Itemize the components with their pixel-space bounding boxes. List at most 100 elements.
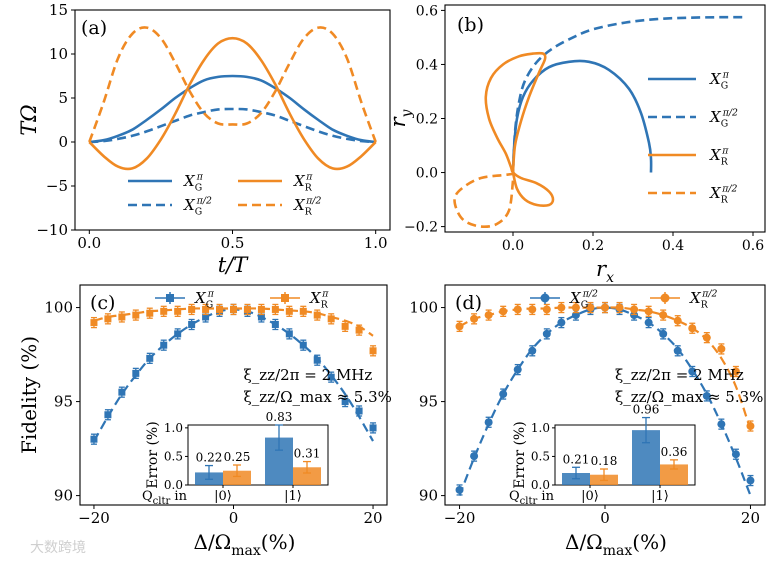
data-point xyxy=(673,346,682,355)
data-point xyxy=(118,313,126,321)
y-tick-label: 0.0 xyxy=(416,166,438,182)
y-tick-label: 10 xyxy=(49,45,68,63)
data-point xyxy=(299,341,307,349)
data-point xyxy=(90,435,98,443)
legend-label: XGπ xyxy=(183,172,204,194)
y-tick-label: 90 xyxy=(419,487,438,505)
data-point xyxy=(271,305,279,313)
legend-label: XRπ xyxy=(309,289,329,311)
legend-label: XRπ xyxy=(293,172,313,194)
data-point xyxy=(132,311,140,319)
data-point xyxy=(746,476,755,485)
x-tick-label: 0.5 xyxy=(221,234,245,252)
data-point xyxy=(299,307,307,315)
data-point xyxy=(271,320,279,328)
data-point xyxy=(688,367,697,376)
data-point xyxy=(257,313,265,321)
data-point xyxy=(327,315,335,323)
data-point xyxy=(174,330,182,338)
data-point xyxy=(644,318,653,327)
y-tick-label: 95 xyxy=(419,393,438,411)
data-point xyxy=(470,452,479,461)
x-tick-label: 1.0 xyxy=(364,234,388,252)
data-point xyxy=(243,305,251,313)
y-axis-label: Fidelity (%) xyxy=(17,336,41,454)
data-point xyxy=(257,305,265,313)
inset-value-label: 0.31 xyxy=(294,447,321,461)
x-axis-label: rx xyxy=(596,257,614,286)
data-point xyxy=(146,354,154,362)
data-point xyxy=(717,420,726,429)
data-point xyxy=(118,388,126,396)
inset-y-tick-label: 0.0 xyxy=(164,478,183,492)
y-tick-label: 0.2 xyxy=(416,112,438,128)
data-point xyxy=(688,324,697,333)
data-point xyxy=(513,305,522,314)
data-point xyxy=(160,307,168,315)
y-tick-label: 0.6 xyxy=(416,3,438,19)
data-point xyxy=(202,305,210,313)
x-tick-label: 0.4 xyxy=(662,238,684,254)
data-point xyxy=(484,418,493,427)
x-tick-label: −20 xyxy=(444,509,476,527)
data-point xyxy=(369,347,377,355)
x-tick-label: 0.2 xyxy=(582,238,604,254)
y-tick-label: 100 xyxy=(44,299,73,317)
panel-c: −200209095100(c)Δ/Ω(%)Δ/Ωmax(%)Fidelity … xyxy=(17,284,392,559)
panel-label: (d) xyxy=(455,292,482,314)
series-line-orange-dashed xyxy=(453,171,516,229)
panel-a-frame xyxy=(74,9,391,231)
fit-line-blue xyxy=(458,306,752,497)
inset-y-tick-label: 1.0 xyxy=(531,421,550,435)
inset-value-label: 0.25 xyxy=(224,450,251,464)
data-point xyxy=(659,329,668,338)
data-point xyxy=(499,390,508,399)
x-axis-label: Δ/Ωmax(%) xyxy=(565,530,667,559)
y-tick-label: 0 xyxy=(58,133,68,151)
inset-y-tick-label: 0.5 xyxy=(164,449,183,463)
data-point xyxy=(659,311,668,320)
x-axis-label: Δ/Ωmax(%) xyxy=(194,530,296,559)
legend-label: XGπ xyxy=(194,289,215,311)
data-point xyxy=(146,309,154,317)
data-point xyxy=(470,314,479,323)
data-point xyxy=(327,373,335,381)
data-point xyxy=(746,422,755,431)
y-tick-label: −10 xyxy=(36,221,68,239)
y-tick-label: 95 xyxy=(54,393,73,411)
inset-x-tick-label: |1⟩ xyxy=(651,489,669,504)
data-point xyxy=(188,320,196,328)
data-point xyxy=(216,305,224,313)
y-axis-label: TΩ xyxy=(17,104,41,135)
legend-label: XGπ/2 xyxy=(709,108,738,130)
series-line-orange-solid xyxy=(484,51,555,207)
y-tick-label: −0.2 xyxy=(404,220,438,236)
data-point xyxy=(174,307,182,315)
legend-label: XGπ/2 xyxy=(569,289,598,311)
legend-label: XGπ/2 xyxy=(183,196,212,218)
inset-y-tick-label: 1.0 xyxy=(164,421,183,435)
watermark-text: 大数跨境 xyxy=(30,540,86,556)
y-tick-label: 5 xyxy=(58,89,68,107)
y-tick-label: 0.4 xyxy=(416,57,438,73)
data-point xyxy=(702,391,711,400)
inset-x-tick-label: |0⟩ xyxy=(214,489,232,504)
series-line-blue-dashed xyxy=(511,15,746,173)
inset-y-axis-label: Error (%) xyxy=(145,421,161,488)
x-tick-label: 0.0 xyxy=(77,234,101,252)
legend-label: XRπ xyxy=(709,146,729,168)
data-point xyxy=(202,313,210,321)
data-point xyxy=(455,485,464,494)
y-tick-label: −5 xyxy=(46,177,68,195)
data-point xyxy=(717,344,726,353)
legend-label: XRπ/2 xyxy=(709,184,738,206)
data-point xyxy=(673,316,682,325)
y-tick-label: 100 xyxy=(409,299,438,317)
legend-label: XRπ/2 xyxy=(293,196,322,218)
inset-x-tick-label: |1⟩ xyxy=(284,489,302,504)
data-point xyxy=(285,307,293,315)
data-point xyxy=(513,365,522,374)
data-point xyxy=(557,318,566,327)
